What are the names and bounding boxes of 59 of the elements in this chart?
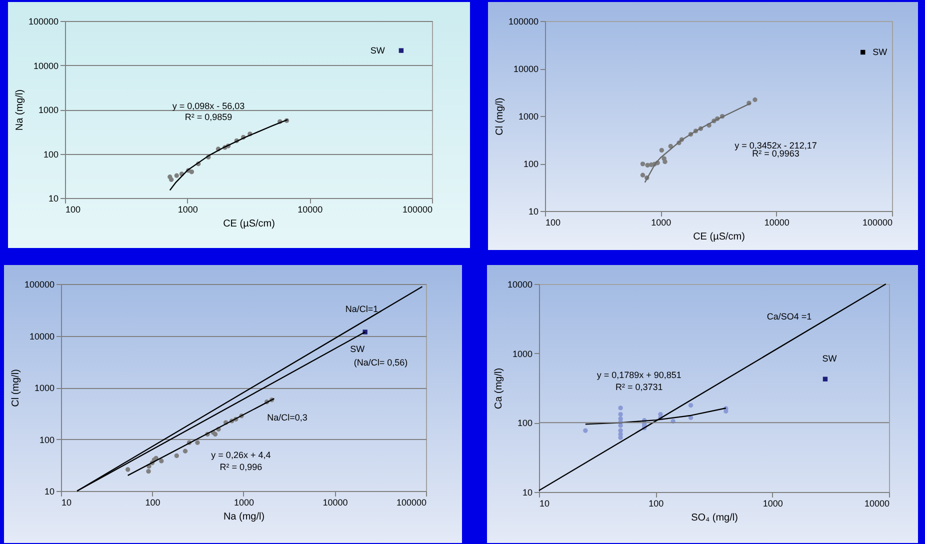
y-axis-title: Na (mg/l) bbox=[14, 89, 26, 131]
y-axis-title: Cl (mg/l) bbox=[494, 98, 506, 136]
annotation: Na/Cl=1 bbox=[345, 304, 378, 314]
annotation: R² = 0,9963 bbox=[752, 148, 800, 159]
y-tick-label: 100 bbox=[39, 434, 54, 445]
annotation: Na/Cl=0,3 bbox=[267, 412, 308, 423]
y-tick-label: 100000 bbox=[24, 280, 54, 290]
x-tick-label: 1000 bbox=[651, 218, 672, 228]
y-axis-title: Cl (mg/l) bbox=[10, 369, 22, 407]
y-tick-label: 10000 bbox=[507, 280, 532, 290]
annotation: (Na/Cl= 0,56) bbox=[354, 357, 408, 368]
y-tick-label: 10000 bbox=[513, 64, 538, 74]
annotation: y = 0,3452x - 212,17 bbox=[734, 140, 817, 150]
annotation: R² = 0,3731 bbox=[615, 382, 663, 392]
x-tick-label: 10000 bbox=[864, 498, 890, 508]
x-axis-title: SO₄ (mg/l) bbox=[691, 512, 738, 524]
x-tick-label: 1000 bbox=[234, 498, 254, 508]
annotation: y = 0,098x - 56,03 bbox=[172, 100, 245, 111]
x-tick-label: 100 bbox=[145, 498, 160, 508]
y-tick-label: 100 bbox=[517, 418, 532, 428]
x-tick-label: 10000 bbox=[298, 204, 323, 214]
y-tick-label: 100000 bbox=[28, 16, 58, 26]
y-tick-label: 1000 bbox=[518, 112, 538, 122]
x-tick-label: 100 bbox=[648, 498, 664, 508]
y-tick-label: 1000 bbox=[512, 348, 532, 359]
y-tick-label: 1000 bbox=[38, 105, 58, 115]
annotation: SW bbox=[350, 344, 366, 354]
x-tick-label: 100 bbox=[546, 218, 561, 228]
annotation: R² = 0,996 bbox=[220, 462, 262, 472]
x-tick-label: 100000 bbox=[402, 204, 432, 214]
x-tick-label: 100000 bbox=[862, 218, 892, 228]
x-tick-label: 10 bbox=[540, 498, 550, 508]
x-tick-label: 10 bbox=[62, 498, 72, 508]
x-axis-title: Na (mg/l) bbox=[223, 512, 265, 522]
annotation: SW bbox=[822, 353, 838, 364]
annotation: Ca/SO4 =1 bbox=[766, 311, 812, 322]
y-axis-title: Ca (mg/l) bbox=[493, 368, 504, 410]
annotation: y = 0,26x + 4,4 bbox=[211, 450, 271, 460]
y-tick-label: 100000 bbox=[508, 16, 538, 26]
y-tick-label: 10 bbox=[522, 488, 532, 498]
annotation: R² = 0,9859 bbox=[184, 112, 232, 122]
y-tick-label: 10 bbox=[44, 486, 54, 496]
x-axis-title: CE (µS/cm) bbox=[223, 218, 275, 230]
annotation: SW bbox=[872, 47, 888, 58]
annotation: SW bbox=[370, 46, 386, 56]
x-tick-label: 1000 bbox=[762, 498, 783, 508]
y-tick-label: 100 bbox=[523, 159, 538, 169]
y-tick-label: 10 bbox=[48, 194, 58, 204]
y-tick-label: 10000 bbox=[33, 60, 58, 71]
x-tick-label: 10000 bbox=[764, 218, 790, 228]
y-tick-label: 1000 bbox=[34, 383, 54, 393]
annotation: y = 0,1789x + 90,851 bbox=[596, 370, 682, 380]
y-tick-label: 10000 bbox=[29, 331, 54, 342]
x-tick-label: 100000 bbox=[396, 498, 426, 508]
x-tick-label: 100 bbox=[66, 204, 81, 214]
y-tick-label: 100 bbox=[43, 149, 58, 160]
x-axis-title: CE (µS/cm) bbox=[693, 232, 745, 242]
x-tick-label: 10000 bbox=[322, 498, 348, 508]
x-tick-label: 1000 bbox=[178, 204, 198, 214]
